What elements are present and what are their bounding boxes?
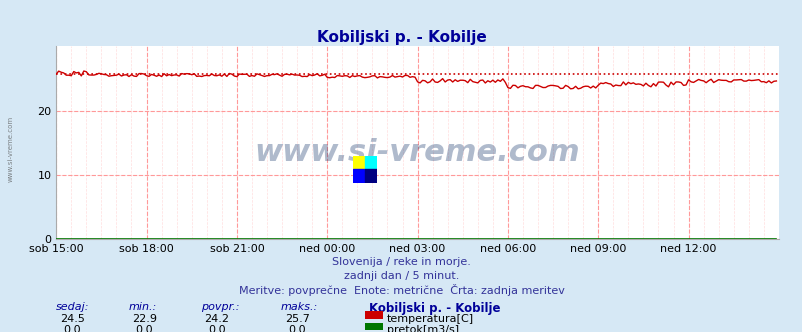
Bar [353,169,365,183]
Text: 0.0: 0.0 [63,325,81,332]
Text: 0.0: 0.0 [208,325,225,332]
Text: 25.7: 25.7 [285,314,309,324]
Text: povpr.:: povpr.: [200,302,239,312]
Text: www.si-vreme.com: www.si-vreme.com [8,116,14,183]
Text: Kobiljski p. - Kobilje: Kobiljski p. - Kobilje [369,302,500,315]
Bar [365,156,377,169]
Text: maks.:: maks.: [281,302,318,312]
Text: temperatura[C]: temperatura[C] [387,314,473,324]
Text: 0.0: 0.0 [136,325,153,332]
Text: 24.2: 24.2 [204,314,229,324]
Text: zadnji dan / 5 minut.: zadnji dan / 5 minut. [343,271,459,281]
Text: Kobiljski p. - Kobilje: Kobiljski p. - Kobilje [316,30,486,45]
Text: 24.5: 24.5 [60,314,84,324]
Text: Meritve: povprečne  Enote: metrične  Črta: zadnja meritev: Meritve: povprečne Enote: metrične Črta:… [238,284,564,296]
Text: pretok[m3/s]: pretok[m3/s] [387,325,459,332]
Text: 0.0: 0.0 [288,325,306,332]
Text: sedaj:: sedaj: [56,302,90,312]
Text: 22.9: 22.9 [132,314,157,324]
Text: www.si-vreme.com: www.si-vreme.com [254,138,580,167]
Bar [353,156,365,169]
Bar [365,169,377,183]
Text: min.:: min.: [128,302,156,312]
Text: Slovenija / reke in morje.: Slovenija / reke in morje. [332,257,470,267]
